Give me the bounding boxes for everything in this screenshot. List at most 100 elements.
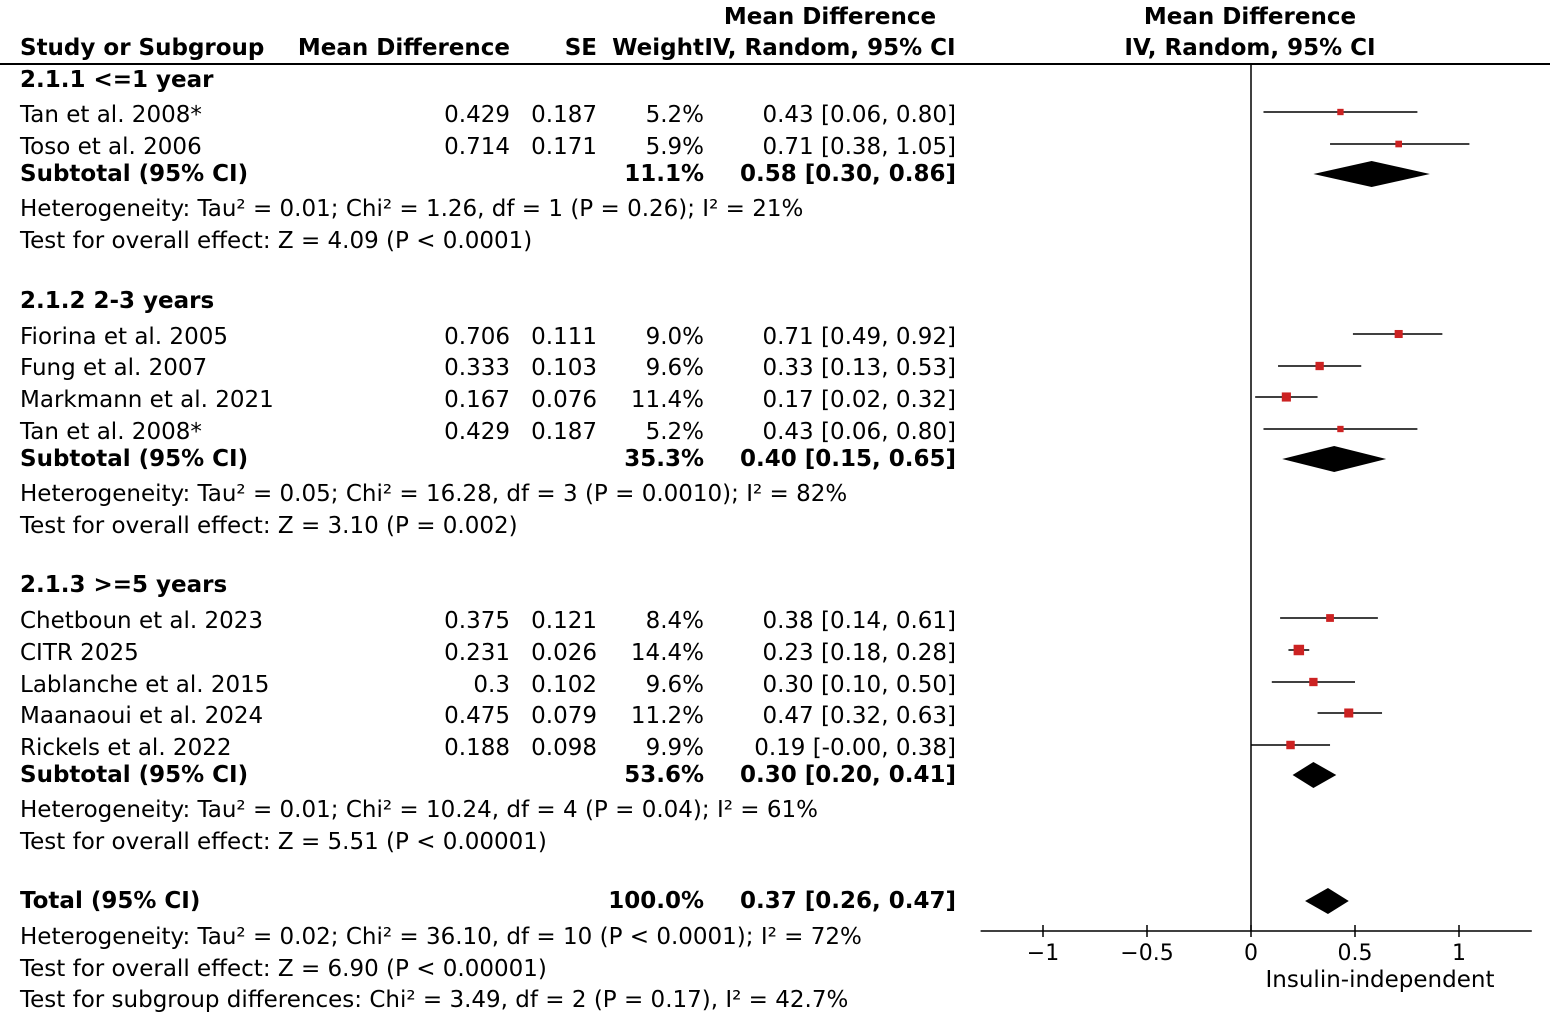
heterogeneity-text: Heterogeneity: Tau² = 0.05; Chi² = 16.28… (20, 481, 848, 507)
x-tick-label: −0.5 (1120, 941, 1173, 966)
study-md: 0.429 (444, 419, 510, 445)
header-plot-top: Mean Difference (1143, 4, 1357, 30)
subtotal-diamond (1313, 161, 1430, 187)
point-estimate (1394, 329, 1403, 339)
study-weight: 5.2% (645, 102, 704, 128)
study-name: Lablanche et al. 2015 (20, 672, 270, 698)
heterogeneity-text: Heterogeneity: Tau² = 0.01; Chi² = 10.24… (20, 797, 818, 823)
study-name: CITR 2025 (20, 640, 139, 666)
heterogeneity-text: Heterogeneity: Tau² = 0.01; Chi² = 1.26,… (20, 196, 804, 222)
point-estimate (1293, 644, 1305, 656)
overall-effect-text: Test for overall effect: Z = 4.09 (P < 0… (20, 228, 533, 254)
point-estimate (1337, 425, 1344, 433)
point-estimate (1337, 108, 1344, 116)
study-name: Rickels et al. 2022 (20, 735, 232, 761)
study-weight: 9.9% (645, 735, 704, 761)
header-weight: Weight (612, 35, 704, 61)
study-weight: 5.9% (645, 134, 704, 160)
study-weight: 9.6% (645, 355, 704, 381)
study-name: Markmann et al. 2021 (20, 387, 274, 413)
study-se: 0.171 (531, 134, 597, 160)
subtotal-label: Subtotal (95% CI) (20, 446, 249, 472)
study-name: Tan et al. 2008* (20, 102, 202, 128)
x-tick-label: −1 (1027, 941, 1059, 966)
study-weight: 9.6% (645, 672, 704, 698)
study-weight: 9.0% (645, 324, 704, 350)
study-ci: 0.38 [0.14, 0.61] (762, 608, 956, 634)
study-md: 0.714 (444, 134, 510, 160)
study-ci: 0.43 [0.06, 0.80] (762, 419, 956, 445)
study-name: Toso et al. 2006 (20, 134, 202, 160)
total-overall-effect-text: Test for overall effect: Z = 6.90 (P < 0… (20, 956, 547, 982)
header-mean-difference: Mean Difference (297, 35, 510, 61)
point-estimate (1286, 740, 1295, 750)
study-name: Chetboun et al. 2023 (20, 608, 264, 634)
study-ci: 0.71 [0.49, 0.92] (762, 324, 956, 350)
x-tick-label: 1 (1452, 941, 1466, 966)
subtotal-ci: 0.40 [0.15, 0.65] (739, 446, 956, 472)
x-tick-label: 0 (1244, 941, 1258, 966)
study-ci: 0.17 [0.02, 0.32] (762, 387, 956, 413)
study-md: 0.475 (444, 703, 510, 729)
subgroup-differences-text: Test for subgroup differences: Chi² = 3.… (20, 987, 849, 1013)
header-rule (0, 63, 1550, 65)
x-tick-label: 0.5 (1338, 941, 1373, 966)
study-se: 0.076 (531, 387, 597, 413)
header-plot-bottom: IV, Random, 95% CI (1124, 35, 1376, 61)
study-md: 0.3 (473, 672, 510, 698)
study-weight: 5.2% (645, 419, 704, 445)
subgroup-title: 2.1.3 >=5 years (20, 572, 228, 598)
study-md: 0.167 (444, 387, 510, 413)
study-se: 0.102 (531, 672, 597, 698)
subtotal-ci: 0.58 [0.30, 0.86] (739, 161, 956, 187)
point-estimate (1395, 140, 1403, 148)
x-axis-label: Insulin-independent (1266, 967, 1495, 993)
point-estimate (1315, 361, 1324, 371)
total-weight: 100.0% (608, 888, 704, 914)
study-weight: 8.4% (645, 608, 704, 634)
study-se: 0.121 (531, 608, 597, 634)
study-ci: 0.23 [0.18, 0.28] (762, 640, 956, 666)
study-ci: 0.33 [0.13, 0.53] (762, 355, 956, 381)
point-estimate (1326, 614, 1334, 622)
subtotal-label: Subtotal (95% CI) (20, 762, 249, 788)
study-se: 0.026 (531, 640, 597, 666)
header-study: Study or Subgroup (20, 35, 265, 61)
study-se: 0.103 (531, 355, 597, 381)
subtotal-ci: 0.30 [0.20, 0.41] (739, 762, 956, 788)
subtotal-weight: 35.3% (624, 446, 704, 472)
header-se: SE (564, 35, 597, 61)
study-se: 0.111 (531, 324, 597, 350)
subgroup-title: 2.1.1 <=1 year (20, 67, 214, 93)
study-md: 0.429 (444, 102, 510, 128)
subtotal-weight: 11.1% (624, 161, 704, 187)
study-name: Fung et al. 2007 (20, 355, 208, 381)
study-weight: 11.4% (630, 387, 704, 413)
total-diamond (1305, 888, 1349, 914)
study-ci: 0.43 [0.06, 0.80] (762, 102, 956, 128)
study-weight: 14.4% (630, 640, 704, 666)
study-ci: 0.47 [0.32, 0.63] (762, 703, 956, 729)
header-ci-top: Mean Difference (723, 4, 937, 30)
study-ci: 0.71 [0.38, 1.05] (762, 134, 956, 160)
study-ci: 0.19 [-0.00, 0.38] (754, 735, 956, 761)
overall-effect-text: Test for overall effect: Z = 3.10 (P = 0… (20, 513, 518, 539)
subtotal-diamond (1292, 762, 1337, 788)
subgroup-title: 2.1.2 2-3 years (20, 288, 215, 314)
study-md: 0.333 (444, 355, 510, 381)
study-name: Fiorina et al. 2005 (20, 324, 228, 350)
header-ci-bottom: IV, Random, 95% CI (704, 35, 956, 61)
study-se: 0.098 (531, 735, 597, 761)
study-name: Maanaoui et al. 2024 (20, 703, 264, 729)
subtotal-diamond (1282, 446, 1387, 472)
point-estimate (1309, 677, 1318, 687)
study-ci: 0.30 [0.10, 0.50] (762, 672, 956, 698)
total-heterogeneity-text: Heterogeneity: Tau² = 0.02; Chi² = 36.10… (20, 924, 862, 950)
study-se: 0.187 (531, 419, 597, 445)
total-ci: 0.37 [0.26, 0.47] (739, 888, 956, 914)
subtotal-weight: 53.6% (624, 762, 704, 788)
point-estimate (1281, 392, 1291, 402)
total-label: Total (95% CI) (20, 888, 201, 914)
study-md: 0.231 (444, 640, 510, 666)
